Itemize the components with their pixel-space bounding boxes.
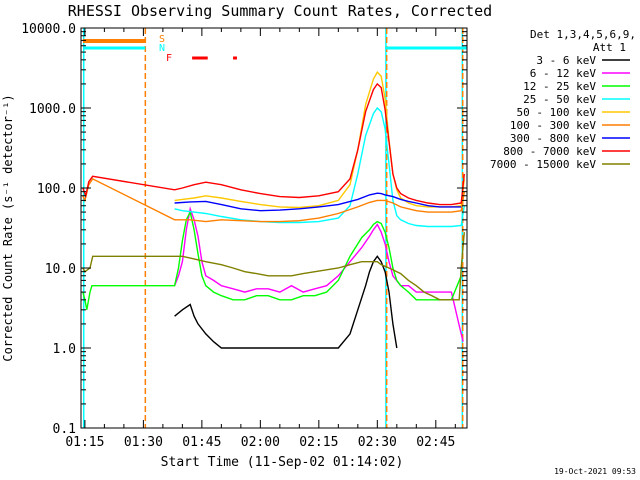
timestamp: 19-Oct-2021 09:53 [554,467,636,476]
vertical-markers [82,28,464,428]
flag-label-s: S [159,34,165,45]
y-tick-label-1: 1.0 [53,342,76,357]
y-tick-label-3: 100.0 [37,182,76,197]
plot-frame [80,27,468,429]
series-lines [82,71,465,349]
x-axis: 01:15 01:30 01:45 02:00 02:15 02:30 02:45 [65,28,456,450]
legend-label-7: 800 - 7000 keV [503,145,596,158]
flag-labels: S N F [159,34,172,64]
flag-bars [82,39,467,60]
series-line-0 [174,255,398,349]
flag-bar-n-1 [385,46,467,50]
flag-label-f: F [166,53,172,64]
flag-bar-s-0 [82,39,146,43]
series-line-4 [174,71,465,209]
x-tick-label-4: 02:15 [299,435,338,450]
y-tick-label-2: 10.0 [45,262,76,277]
flag-bar-f-0 [192,56,208,60]
chart-title: RHESSI Observing Summary Count Rates, Co… [68,2,492,20]
series-line-2 [82,210,462,310]
series-line-8 [82,232,465,301]
legend-label-2: 12 - 25 keV [523,80,596,93]
series-line-6 [174,192,462,212]
y-axis: 0.1 1.0 10.0 100.0 1000.0 10000.0 [21,22,467,437]
legend-label-6: 300 - 800 keV [510,132,596,145]
x-tick-label-2: 01:45 [182,435,221,450]
legend-label-8: 7000 - 15000 keV [490,158,596,171]
legend-label-1: 6 - 12 keV [530,67,597,80]
legend-title-line-2: Att 1 [593,41,626,54]
y-tick-label-5: 10000.0 [21,22,76,37]
plot-area [82,28,467,428]
legend-label-0: 3 - 6 keV [536,54,596,67]
legend-title-line-1: Det 1,3,4,5,6,9, [530,28,636,41]
x-tick-label-5: 02:30 [358,435,397,450]
flag-bar-f-1 [233,56,237,60]
legend-label-5: 100 - 300 keV [510,119,596,132]
x-axis-label: Start Time (11-Sep-02 01:14:02) [161,455,404,470]
legend-label-4: 50 - 100 keV [517,106,597,119]
series-line-1 [173,206,464,342]
y-tick-label-4: 1000.0 [29,102,76,117]
x-tick-label-3: 02:00 [241,435,280,450]
y-axis-label: Corrected Count Rate (s⁻¹ detector⁻¹) [1,94,15,361]
flag-bar-n-0 [82,46,146,50]
legend-label-3: 25 - 50 keV [523,93,596,106]
y-tick-label-0: 0.1 [53,422,76,437]
series-line-5 [82,177,465,223]
series-line-3 [174,106,465,228]
x-tick-label-0: 01:15 [65,435,104,450]
x-tick-label-6: 02:45 [416,435,455,450]
series-line-7 [82,82,465,206]
x-tick-label-1: 01:30 [124,435,163,450]
flag-label-n: N [159,43,165,54]
